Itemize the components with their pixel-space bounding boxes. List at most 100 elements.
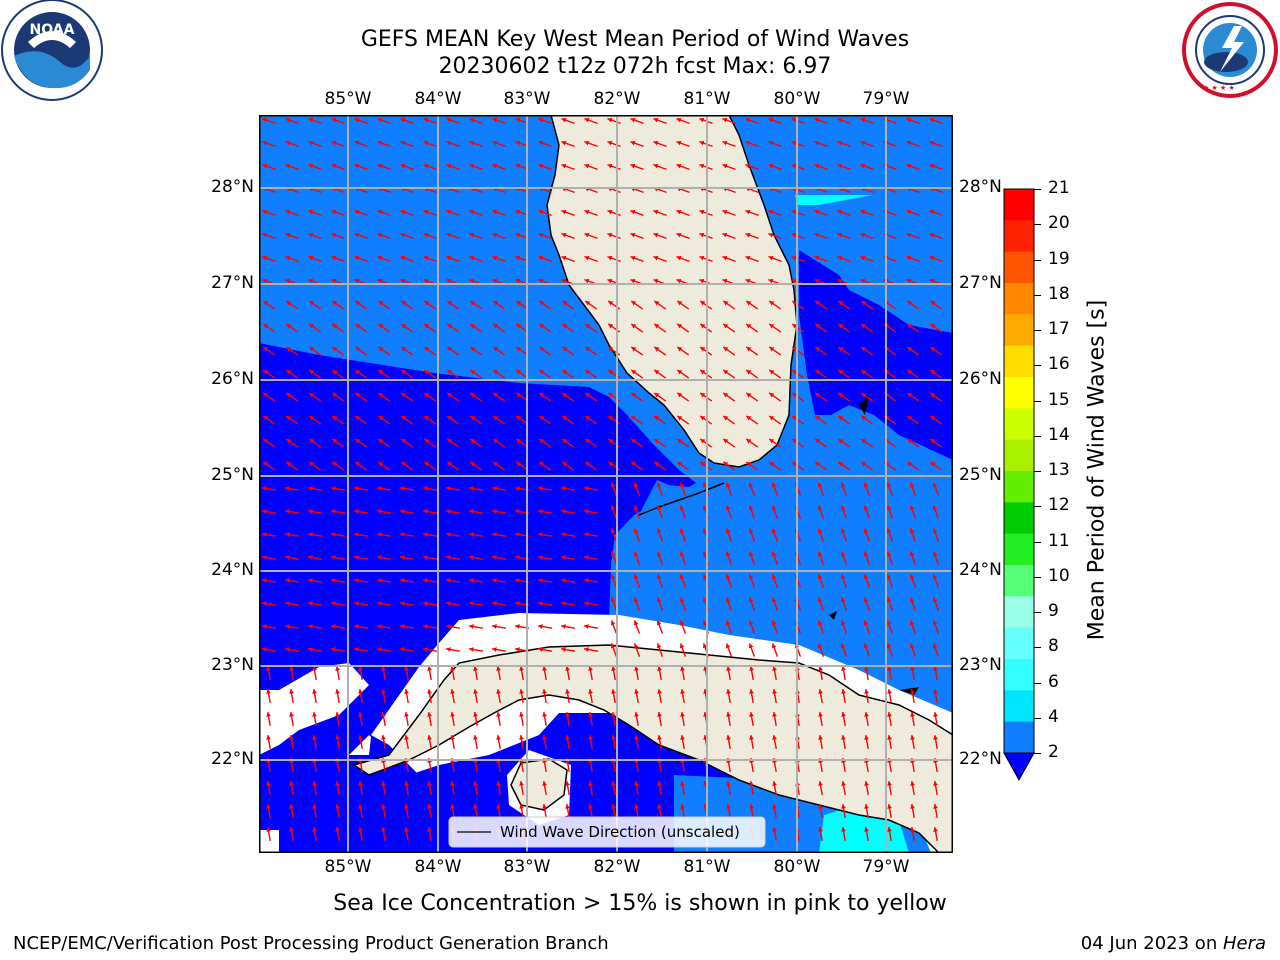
wind-arrow (745, 369, 759, 379)
wind-arrow (561, 461, 575, 471)
wind-arrow (423, 438, 437, 448)
wind-arrow (653, 117, 667, 125)
wind-arrow (331, 346, 345, 356)
wind-arrow (584, 300, 598, 310)
wind-arrow (312, 688, 317, 704)
wind-arrow (860, 323, 874, 333)
wind-arrow (538, 232, 552, 240)
lat-label-left: 28°N (211, 177, 254, 197)
wind-arrow (358, 803, 363, 819)
wind-arrow (656, 505, 664, 519)
wind-arrow (633, 551, 641, 565)
chart-title-line1: GEFS MEAN Key West Mean Period of Wind W… (360, 27, 910, 52)
wind-arrow (679, 597, 687, 611)
colorbar-tick-label: 18 (1048, 283, 1070, 304)
ice-note: Sea Ice Concentration > 15% is shown in … (333, 891, 947, 916)
lon-label-bottom: 81°W (683, 857, 731, 877)
wind-arrow (284, 486, 300, 491)
wind-arrow (863, 528, 871, 542)
wind-arrow (377, 438, 391, 448)
wind-arrow (679, 482, 687, 496)
wind-arrow (772, 688, 777, 704)
wind-arrow (307, 509, 323, 514)
florida-keys (638, 482, 725, 516)
wind-arrow (929, 438, 943, 448)
wind-arrow (515, 369, 529, 379)
wind-arrow (560, 532, 576, 537)
wind-arrow (354, 117, 368, 125)
colorbar-segment (1004, 502, 1034, 535)
wind-arrow (400, 369, 414, 379)
wind-arrow (634, 803, 639, 819)
wind-arrow (906, 140, 920, 148)
wind-arrow (887, 803, 892, 819)
colorbar-segment (1004, 189, 1034, 221)
wind-arrow (469, 209, 483, 217)
wind-arrow (726, 665, 731, 681)
wind-arrow (745, 415, 759, 425)
wind-arrow (446, 232, 460, 240)
wind-arrow (909, 597, 917, 611)
wind-arrow (583, 601, 599, 606)
wind-arrow (376, 624, 392, 629)
colorbar-tick-mark (1034, 189, 1041, 190)
wind-arrow (561, 369, 575, 379)
colorbar (1003, 188, 1035, 782)
wind-arrow (817, 528, 825, 542)
wind-arrow (561, 255, 575, 263)
wind-arrow (561, 140, 575, 148)
wind-arrow (887, 734, 892, 750)
lat-label-right: 24°N (959, 560, 1002, 580)
wind-arrow (423, 140, 437, 148)
wind-arrow (335, 803, 340, 819)
lon-label-top: 81°W (683, 89, 731, 109)
wind-arrow (837, 232, 851, 240)
wind-arrow (818, 665, 823, 681)
wind-arrow (906, 117, 920, 125)
wind-arrow (929, 346, 943, 356)
wind-arrow (446, 163, 460, 171)
wind-arrow (285, 323, 299, 333)
wind-arrow (285, 140, 299, 148)
colorbar-segment (1004, 283, 1034, 315)
wind-arrow (906, 300, 920, 310)
wind-arrow (515, 346, 529, 356)
nws-logo-icon: ★ ★ ★ ★ (1182, 2, 1278, 98)
wind-arrow (492, 392, 506, 402)
wind-arrow (814, 163, 828, 171)
wind-arrow (353, 647, 369, 652)
colorbar-tick-mark (1034, 365, 1041, 367)
colorbar-tick-label: 8 (1048, 636, 1059, 657)
wind-arrow (837, 438, 851, 448)
wind-arrow (725, 505, 733, 519)
wind-arrow (450, 780, 455, 796)
wind-arrow (768, 369, 782, 379)
wind-arrow (887, 780, 892, 796)
wind-arrow (749, 803, 754, 819)
wind-arrow (377, 369, 391, 379)
wind-arrow (261, 509, 277, 514)
wind-arrow (630, 346, 644, 356)
wind-arrow (841, 665, 846, 681)
wind-arrow (377, 163, 391, 171)
wind-arrow (262, 438, 276, 448)
wind-arrow (653, 232, 667, 240)
wind-arrow (933, 665, 938, 681)
wind-arrow (611, 688, 616, 704)
wind-arrow (335, 665, 340, 681)
lon-label-top: 85°W (324, 89, 372, 109)
wind-arrow (262, 346, 276, 356)
wind-arrow (771, 643, 779, 657)
wind-arrow (584, 232, 598, 240)
wind-arrow (840, 574, 848, 588)
wind-arrow (331, 323, 345, 333)
wind-arrow (358, 665, 363, 681)
wind-arrow (450, 665, 455, 681)
wind-arrow (285, 232, 299, 240)
wind-arrow (468, 532, 484, 537)
wind-arrow (469, 300, 483, 310)
wind-arrow (307, 624, 323, 629)
wind-arrow (491, 509, 507, 514)
lat-label-right: 23°N (959, 655, 1002, 675)
wind-arrow (496, 665, 501, 681)
